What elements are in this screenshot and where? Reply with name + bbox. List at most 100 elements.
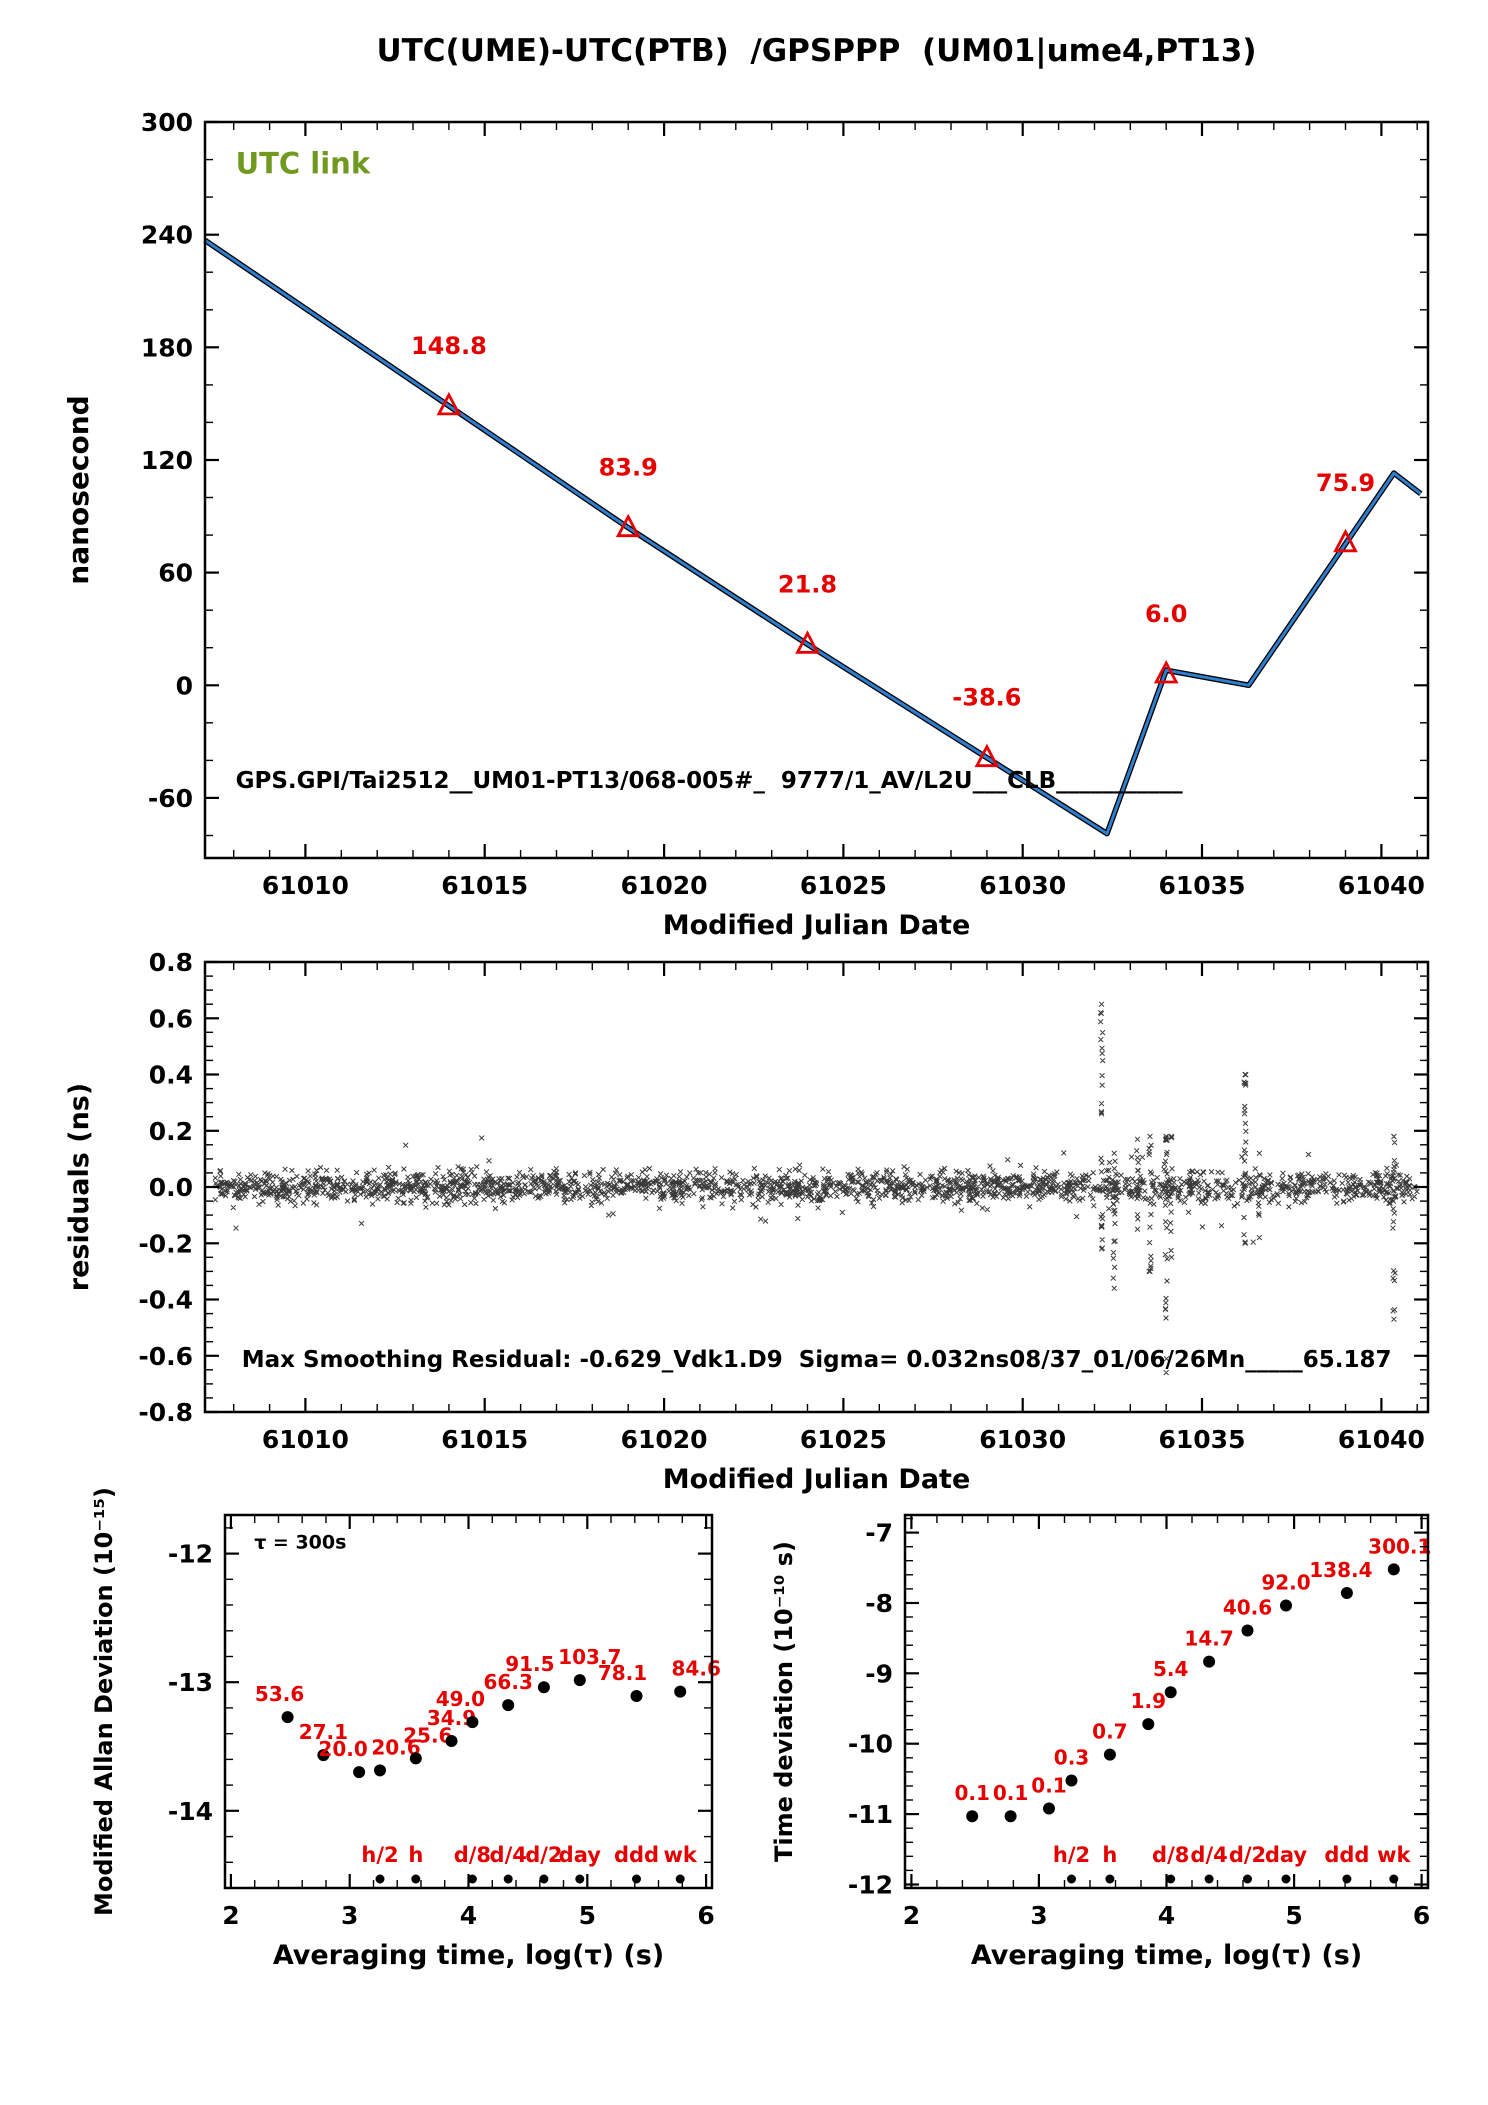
svg-text:20.0: 20.0 [318,1737,367,1761]
svg-text:0.6: 0.6 [149,1004,193,1033]
svg-text:6.0: 6.0 [1145,600,1188,628]
svg-text:6: 6 [1413,1901,1430,1930]
svg-text:0.1: 0.1 [954,1781,989,1805]
svg-text:120: 120 [141,446,193,475]
svg-text:2: 2 [222,1901,239,1930]
svg-text:61010: 61010 [262,1425,349,1454]
svg-text:66.3: 66.3 [484,1670,533,1694]
svg-text:0.8: 0.8 [149,948,193,977]
svg-text:84.6: 84.6 [672,1657,721,1681]
svg-text:61040: 61040 [1338,1425,1425,1454]
svg-text:GPS.GPI/Tai2512__UM01-PT13/068: GPS.GPI/Tai2512__UM01-PT13/068-005#_ 977… [236,768,1184,794]
svg-text:53.6: 53.6 [255,1682,304,1706]
svg-text:0.7: 0.7 [1092,1720,1127,1744]
residuals-panel: Max Smoothing Residual: -0.629_Vdk1.D9 S… [64,948,1430,1495]
svg-text:-60: -60 [148,784,193,813]
svg-text:61020: 61020 [621,1425,708,1454]
svg-text:Modified Julian Date: Modified Julian Date [663,1464,971,1495]
svg-text:-11: -11 [848,1800,893,1829]
svg-text:Modified Allan Deviation (10⁻¹: Modified Allan Deviation (10⁻¹⁵) [90,1487,118,1916]
svg-text:τ = 300s: τ = 300s [254,1532,346,1554]
svg-text:0.0: 0.0 [149,1173,193,1202]
svg-text:-14: -14 [168,1797,213,1826]
svg-text:61015: 61015 [441,871,528,900]
svg-text:-12: -12 [848,1871,893,1900]
svg-text:5: 5 [579,1901,596,1930]
phase-panel: 148.8 83.9 21.8 -38.6 6.0 75.9 UTC link GPS.GPI… [62,108,1430,941]
svg-text:14.7: 14.7 [1184,1627,1233,1651]
svg-text:78.1: 78.1 [598,1661,647,1685]
svg-text:Max Smoothing Residual: -0.629: Max Smoothing Residual: -0.629_Vdk1.D9 S… [242,1347,1392,1373]
svg-text:61030: 61030 [979,871,1066,900]
svg-text:-0.4: -0.4 [138,1286,193,1315]
svg-text:103.7: 103.7 [558,1645,621,1669]
svg-text:d/4: d/4 [1190,1843,1227,1867]
svg-text:21.8: 21.8 [778,570,837,598]
svg-text:300: 300 [141,108,193,137]
svg-text:61010: 61010 [262,871,349,900]
svg-text:0: 0 [176,671,193,700]
svg-text:61035: 61035 [1159,1425,1246,1454]
svg-text:-0.6: -0.6 [138,1342,193,1371]
svg-text:61030: 61030 [979,1425,1066,1454]
svg-text:60: 60 [158,559,193,588]
svg-text:-0.2: -0.2 [138,1229,193,1258]
svg-text:61035: 61035 [1159,871,1246,900]
svg-text:-9: -9 [865,1659,893,1688]
svg-text:Averaging time, log(τ) (s): Averaging time, log(τ) (s) [273,1940,664,1971]
svg-text:61020: 61020 [621,871,708,900]
svg-text:ddd: ddd [614,1843,659,1867]
svg-text:75.9: 75.9 [1316,469,1375,497]
svg-text:4: 4 [1158,1901,1175,1930]
svg-text:-8: -8 [865,1589,893,1618]
svg-text:h: h [1102,1843,1117,1867]
svg-text:6: 6 [697,1901,714,1930]
svg-text:27.1: 27.1 [299,1720,348,1744]
svg-text:83.9: 83.9 [599,454,658,482]
svg-text:61040: 61040 [1338,871,1425,900]
svg-text:0.1: 0.1 [1031,1774,1066,1798]
svg-text:-13: -13 [168,1668,213,1697]
svg-text:92.0: 92.0 [1261,1571,1310,1595]
svg-text:wk: wk [664,1843,698,1867]
svg-text:1.9: 1.9 [1131,1689,1166,1713]
svg-text:91.5: 91.5 [505,1652,554,1676]
svg-text:-38.6: -38.6 [952,684,1021,712]
svg-text:Averaging time, log(τ) (s): Averaging time, log(τ) (s) [971,1940,1362,1971]
svg-text:day: day [559,1843,602,1867]
svg-text:h/2: h/2 [1053,1843,1090,1867]
svg-text:ddd: ddd [1324,1843,1369,1867]
svg-text:wk: wk [1377,1843,1411,1867]
svg-text:0.4: 0.4 [149,1061,193,1090]
svg-text:180: 180 [141,333,193,362]
svg-text:61015: 61015 [441,1425,528,1454]
svg-text:61025: 61025 [800,1425,887,1454]
svg-text:-7: -7 [865,1519,893,1548]
svg-text:-10: -10 [848,1730,893,1759]
svg-text:Time deviation (10⁻¹⁰ s): Time deviation (10⁻¹⁰ s) [770,1541,798,1862]
svg-text:d/2: d/2 [525,1843,562,1867]
tdev-panel: 0.1 0.1 0.10.30.71.95.414.740.692.0138.430… [770,1513,1431,1971]
svg-text:2: 2 [903,1901,920,1930]
svg-text:h: h [408,1843,423,1867]
svg-text:Modified Julian Date: Modified Julian Date [663,910,971,941]
svg-text:4: 4 [460,1901,477,1930]
svg-text:residuals (ns): residuals (ns) [64,1083,95,1291]
svg-text:nanosecond: nanosecond [62,395,95,584]
svg-text:day: day [1265,1843,1308,1867]
svg-text:3: 3 [1030,1901,1047,1930]
svg-text:3: 3 [341,1901,358,1930]
mdev-panel: 53.627.120.0 20.625.634.949.066.391.5 103.… [90,1487,721,1971]
svg-text:-12: -12 [168,1540,213,1569]
svg-text:d/4: d/4 [490,1843,527,1867]
svg-text:148.8: 148.8 [411,332,487,360]
svg-text:0.3: 0.3 [1054,1746,1089,1770]
svg-text:138.4: 138.4 [1309,1558,1372,1582]
svg-text:5: 5 [1285,1901,1302,1930]
svg-text:49.0: 49.0 [436,1687,485,1711]
svg-text:0.2: 0.2 [149,1117,193,1146]
svg-text:61025: 61025 [800,871,887,900]
svg-text:240: 240 [141,221,193,250]
